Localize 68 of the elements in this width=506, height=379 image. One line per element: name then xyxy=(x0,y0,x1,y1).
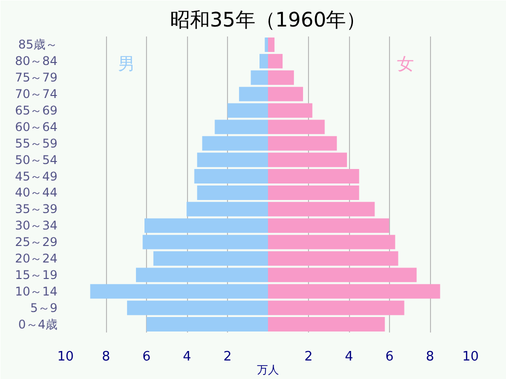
bar xyxy=(250,70,268,85)
bar xyxy=(268,218,390,233)
x-tick-label: 10 xyxy=(57,350,74,364)
y-tick-label: 20～24 xyxy=(14,252,58,266)
bar xyxy=(268,202,375,216)
bar xyxy=(268,268,417,282)
y-tick-label: 5～9 xyxy=(30,300,58,315)
bar xyxy=(202,136,268,151)
y-tick-label: 40～44 xyxy=(14,186,58,200)
bar xyxy=(197,185,268,200)
bar xyxy=(268,120,325,134)
y-tick-label: 70～74 xyxy=(14,87,58,102)
bar xyxy=(268,234,396,250)
bar xyxy=(268,37,274,52)
bar xyxy=(264,37,268,52)
bar xyxy=(268,136,337,151)
text: 女 xyxy=(397,54,414,74)
bar xyxy=(268,317,385,332)
x-tick-label: 4 xyxy=(344,350,354,364)
bar xyxy=(268,103,312,118)
y-tick-label: 0～4歳 xyxy=(18,317,58,332)
x-tick-label: 8 xyxy=(426,350,434,364)
bar xyxy=(268,54,283,68)
x-tick-label: 4 xyxy=(182,350,192,364)
bar xyxy=(146,317,268,332)
bar xyxy=(153,251,268,266)
x-axis-title: 万人 xyxy=(257,364,279,376)
y-tick-label: 55～59 xyxy=(14,136,58,150)
y-tick-label: 30～34 xyxy=(14,218,58,233)
x-tick-label: 2 xyxy=(223,350,232,364)
y-tick-label: 35～39 xyxy=(14,202,58,216)
bar xyxy=(142,234,268,250)
bar xyxy=(194,169,268,184)
y-tick-label: 50～54 xyxy=(14,152,58,167)
bar xyxy=(268,70,294,85)
x-tick-label: 10 xyxy=(462,350,479,364)
bar xyxy=(268,251,398,266)
y-tick-label: 45～49 xyxy=(14,169,58,184)
x-tick-label: 2 xyxy=(304,350,313,364)
x-tick-label: 8 xyxy=(102,350,110,364)
chart-title: 昭和35年（1960年） xyxy=(170,8,366,32)
y-tick-label: 25～29 xyxy=(14,235,58,250)
y-tick-label: 10～14 xyxy=(14,284,58,298)
bar xyxy=(268,185,360,200)
x-tick-label: 6 xyxy=(385,350,394,364)
bar xyxy=(90,284,268,299)
y-tick-label: 80～84 xyxy=(14,54,58,68)
bar xyxy=(127,300,268,316)
bar xyxy=(268,86,304,102)
bar xyxy=(268,300,404,316)
x-tick-label: 6 xyxy=(142,350,151,364)
bar xyxy=(186,202,268,216)
bar xyxy=(239,86,268,102)
y-tick-label: 75～79 xyxy=(14,70,58,85)
bar xyxy=(228,103,268,118)
y-tick-label: 65～69 xyxy=(14,104,58,118)
bar xyxy=(197,152,268,168)
y-tick-label: 15～19 xyxy=(14,268,58,282)
bar xyxy=(259,54,268,68)
text: 男 xyxy=(118,54,135,74)
bar xyxy=(268,284,440,299)
bar xyxy=(144,218,268,233)
bar xyxy=(268,152,347,168)
y-tick-label: 60～64 xyxy=(14,120,58,134)
y-tick-label: 85歳～ xyxy=(18,38,58,52)
bar xyxy=(214,120,268,134)
bar xyxy=(268,169,360,184)
bar xyxy=(136,268,268,282)
